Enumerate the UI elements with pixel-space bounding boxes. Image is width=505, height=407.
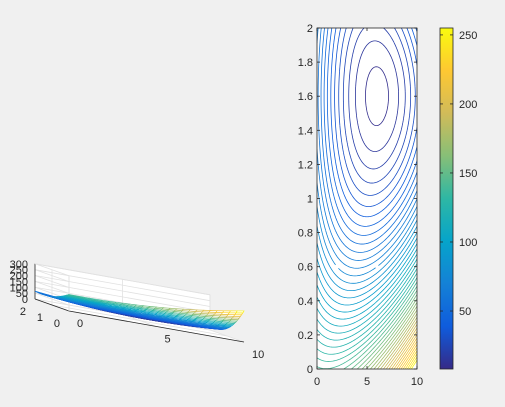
contour-y-tick-label: 2 [307,23,313,35]
x-tick-label: 10 [252,349,264,361]
contour-line [326,28,417,227]
y-gridline [51,304,228,337]
contour-line [317,232,417,299]
contour-line [317,281,417,369]
contour-y-tick-label: 1.8 [298,57,313,69]
contour-line [317,253,417,327]
contour-line [365,66,389,127]
colorbar-tick-labels: 50 100 150 200 250 [440,30,477,318]
y-tick-label: 1 [37,312,43,324]
contour-line [317,182,417,269]
contour-line [388,327,417,369]
contour-line [317,277,417,362]
z-tick-label: 50 [16,288,28,300]
contour-plot: 0 0.2 0.4 0.6 0.8 1 1.2 1.4 1.6 1.8 2 0 5 10 [298,23,423,388]
contour-y-tick-label: 0.2 [298,330,313,342]
contour-line [317,243,417,313]
contour-line [398,341,417,369]
contour-line [355,40,399,152]
contour-x-tick-label: 10 [411,376,423,388]
colorbar: 50 100 150 200 250 [439,27,477,370]
contour-line [348,28,406,170]
contour-line [376,313,417,369]
contour-line [317,28,417,253]
x-tick-label: 0 [77,318,83,330]
contour-tick-labels: 0 0.2 0.4 0.6 0.8 1 1.2 1.4 1.6 1.8 2 0 5 10 [298,23,423,388]
contour-y-tick-label: 0.4 [298,296,313,308]
contour-line [317,263,417,341]
contour-line [317,237,417,306]
contour-line [317,226,417,292]
contour-line [317,206,417,277]
contour-y-tick-label: 0.8 [298,228,313,240]
z-tick-label: 0 [22,294,28,306]
y-axis-line [34,298,70,312]
contour-line [356,294,417,369]
contour-line [334,28,417,207]
contour-line [385,324,417,369]
surface-axes-walls [34,263,245,343]
contour-line [317,268,417,348]
x-axis-line [68,310,245,343]
z-tick-label: 200 [10,271,28,283]
z-tick-label: 250 [10,265,28,277]
z-tick-label: 150 [10,276,28,288]
contour-line [342,28,412,184]
contour-lines [317,28,417,369]
colorbar-tick-label: 250 [459,30,477,42]
colorbar-gradient [439,27,454,370]
contour-y-tick-label: 1 [307,194,313,206]
contour-line [330,28,417,218]
x-tick-label: 5 [165,334,171,346]
contour-line [351,290,417,369]
colorbar-tick-label: 200 [459,99,477,111]
contour-line [317,248,417,320]
y-tick-label: 0 [54,318,60,330]
contour-y-tick-label: 0 [307,364,313,376]
contour-line [338,28,416,196]
y-tick-label: 2 [20,306,26,318]
colorbar-tick-label: 100 [459,237,477,249]
contour-line [317,258,417,334]
contour-line [317,28,417,261]
contour-line [317,219,417,284]
contour-line [383,320,417,369]
contour-line [411,359,417,369]
surface-mesh [34,290,245,330]
contour-x-tick-label: 5 [364,376,370,388]
z-tick-label: 100 [10,282,28,294]
contour-line [402,347,417,369]
contour-x-tick-label: 0 [314,376,320,388]
contour-y-tick-label: 1.4 [298,125,313,137]
contour-y-tick-label: 0.6 [298,262,313,274]
contour-y-tick-label: 1.2 [298,159,313,171]
colorbar-tick-label: 50 [459,306,471,318]
contour-line [317,272,417,355]
surface-patch [235,310,245,314]
z-tick-label: 300 [10,259,28,271]
contour-line [323,28,417,236]
contour-line [391,331,417,369]
contour-line [407,353,417,369]
colorbar-tick-label: 150 [459,168,477,180]
contour-line [396,337,417,369]
contour-line [370,305,417,369]
contour-y-tick-label: 1.6 [298,91,313,103]
contour-line [380,317,417,369]
contour-line [320,28,417,245]
top-edge [34,263,211,296]
